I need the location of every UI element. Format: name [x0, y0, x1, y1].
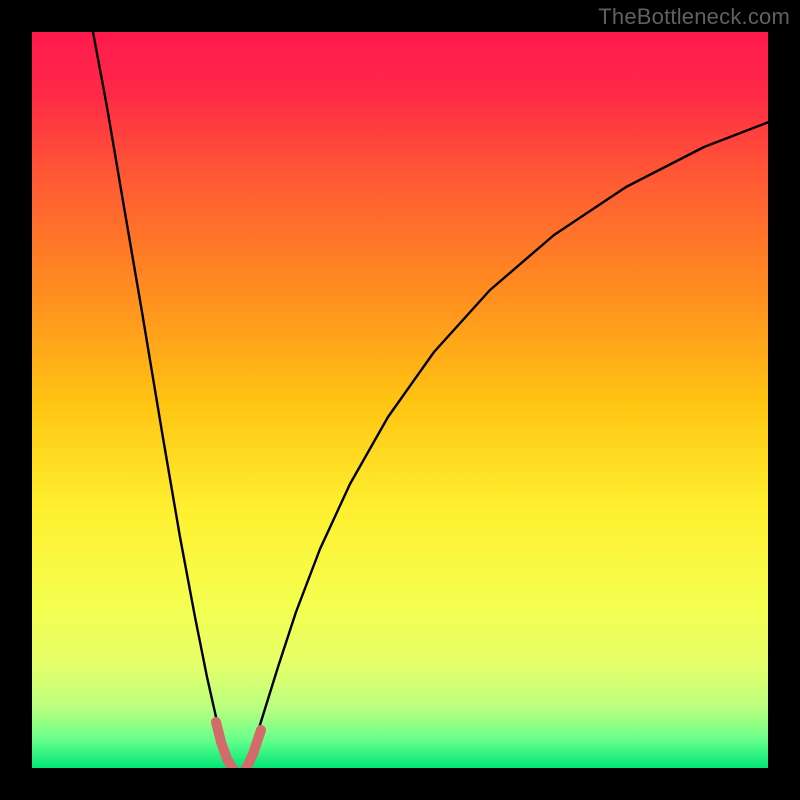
bottleneck-chart	[0, 0, 800, 800]
watermark-text: TheBottleneck.com	[598, 4, 790, 30]
chart-container: { "watermark": { "text": "TheBottleneck.…	[0, 0, 800, 800]
